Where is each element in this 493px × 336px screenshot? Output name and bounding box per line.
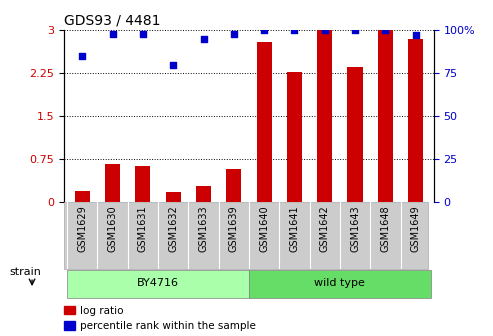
Point	[351, 28, 359, 33]
Bar	[226, 169, 242, 202]
Text: wild type: wild type	[315, 278, 365, 288]
Bar	[408, 39, 423, 202]
Point	[169, 62, 177, 67]
Text: GSM1639: GSM1639	[229, 205, 239, 252]
Point	[290, 28, 298, 33]
Text: GSM1649: GSM1649	[411, 205, 421, 252]
Text: GSM1631: GSM1631	[138, 205, 148, 252]
Bar	[348, 68, 363, 202]
Point	[78, 53, 86, 59]
Bar	[75, 191, 90, 202]
Text: GSM1642: GSM1642	[320, 205, 330, 252]
Point	[412, 33, 420, 38]
Point	[108, 31, 116, 36]
Bar	[287, 72, 302, 202]
Bar	[135, 166, 150, 202]
Point	[200, 36, 208, 42]
Point	[260, 28, 268, 33]
Point	[230, 31, 238, 36]
Text: GDS93 / 4481: GDS93 / 4481	[64, 14, 161, 28]
Text: GSM1633: GSM1633	[199, 205, 209, 252]
Bar	[249, 270, 431, 298]
Text: BY4716: BY4716	[137, 278, 179, 288]
Bar	[378, 30, 393, 202]
Text: GSM1630: GSM1630	[107, 205, 118, 252]
Bar	[196, 185, 211, 202]
Text: GSM1643: GSM1643	[350, 205, 360, 252]
Text: GSM1629: GSM1629	[77, 205, 87, 252]
Legend: log ratio, percentile rank within the sample: log ratio, percentile rank within the sa…	[65, 305, 256, 331]
Bar	[256, 42, 272, 202]
Bar	[166, 192, 181, 202]
Point	[139, 31, 147, 36]
Bar	[105, 165, 120, 202]
Point	[321, 28, 329, 33]
Bar	[317, 30, 332, 202]
Text: GSM1641: GSM1641	[289, 205, 299, 252]
Text: strain: strain	[10, 267, 42, 277]
Bar	[67, 270, 249, 298]
Text: GSM1648: GSM1648	[380, 205, 390, 252]
Point	[382, 28, 389, 33]
Text: GSM1640: GSM1640	[259, 205, 269, 252]
Text: GSM1632: GSM1632	[168, 205, 178, 252]
